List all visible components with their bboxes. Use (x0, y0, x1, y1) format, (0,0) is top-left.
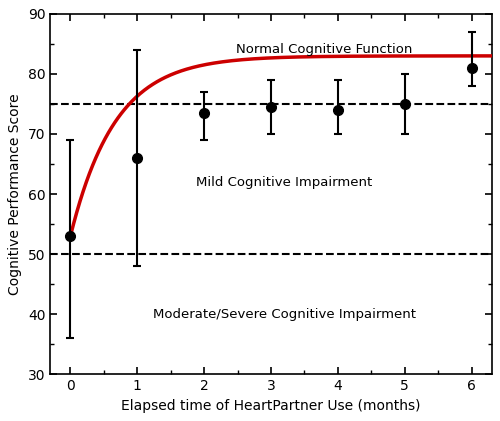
Y-axis label: Cognitive Performance Score: Cognitive Performance Score (8, 93, 22, 295)
X-axis label: Elapsed time of HeartPartner Use (months): Elapsed time of HeartPartner Use (months… (122, 399, 421, 413)
Text: Mild Cognitive Impairment: Mild Cognitive Impairment (196, 176, 372, 189)
Text: Normal Cognitive Function: Normal Cognitive Function (236, 43, 412, 56)
Text: Moderate/Severe Cognitive Impairment: Moderate/Severe Cognitive Impairment (153, 308, 416, 321)
